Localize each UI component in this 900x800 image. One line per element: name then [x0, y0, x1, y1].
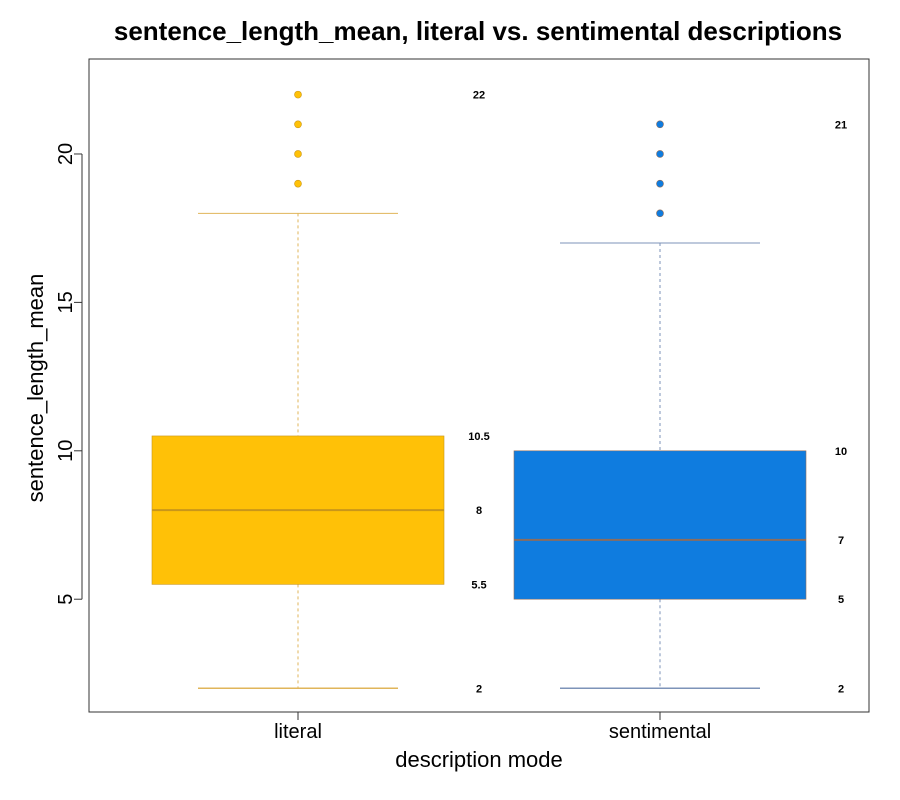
x-axis: literal sentimental	[274, 711, 711, 743]
y-axis-label: sentence_length_mean	[23, 274, 48, 503]
y-axis: 5 10 15 20	[55, 143, 83, 605]
plot-frame	[88, 58, 870, 713]
value-label-q3: 10	[835, 446, 847, 458]
outlier-point	[294, 150, 302, 158]
iqr-box	[513, 450, 807, 600]
outlier-point	[656, 150, 664, 158]
outlier-point	[656, 209, 664, 218]
outlier-point	[656, 120, 664, 129]
box-literal: 22 10.5 8 5.5 2	[151, 90, 490, 695]
x-tick-label-literal: literal	[274, 721, 322, 743]
value-label-q1: 5	[838, 594, 844, 606]
value-label-min: 2	[476, 683, 482, 695]
outlier-point	[294, 120, 302, 129]
chart-title: sentence_length_mean, literal vs. sentim…	[114, 16, 842, 46]
value-label-min: 2	[838, 683, 844, 695]
y-tick-label: 15	[55, 291, 77, 313]
box-sentimental: 21 10 7 5 2	[513, 119, 847, 695]
value-label-median: 8	[476, 505, 482, 517]
outlier-point	[656, 179, 664, 188]
y-tick-label: 20	[55, 143, 77, 165]
value-label-median: 7	[838, 535, 844, 547]
y-tick-label: 5	[55, 594, 77, 605]
value-label-q1: 5.5	[471, 579, 486, 591]
x-tick-label-sentimental: sentimental	[609, 721, 711, 743]
value-label-max: 21	[835, 119, 847, 131]
y-tick-label: 10	[55, 440, 77, 462]
boxes: 22 10.5 8 5.5 2 21 10 7 5 2	[151, 90, 847, 695]
outlier-point	[294, 90, 302, 99]
x-axis-label: description mode	[395, 747, 563, 772]
value-label-q3: 10.5	[468, 431, 489, 443]
outlier-point	[294, 179, 302, 188]
value-label-max: 22	[473, 90, 485, 102]
